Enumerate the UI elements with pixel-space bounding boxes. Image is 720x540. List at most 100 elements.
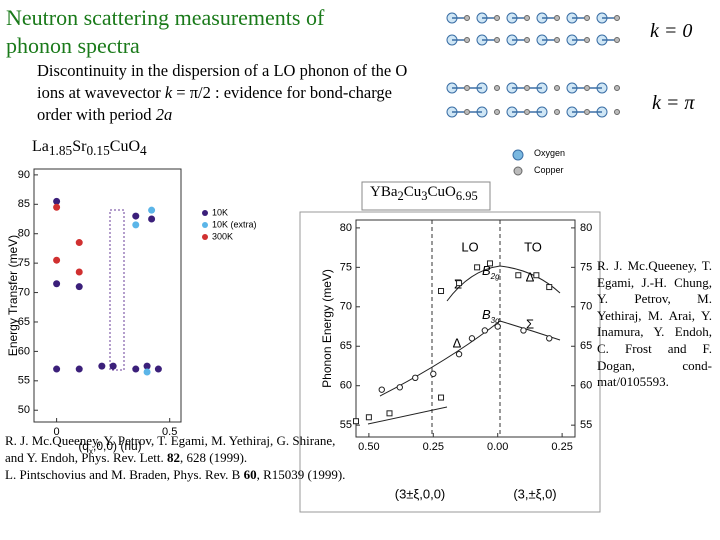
point [143,368,151,376]
subtitle: Discontinuity in the dispersion of a LO … [37,60,422,126]
point [53,256,61,264]
x-tick-label: 0.25 [551,441,572,453]
text: , 628 (1999). [180,450,248,465]
legend-label: 10K [212,207,228,217]
x-axis-label: (qx,0,0) (rlu) [78,439,141,455]
y-tick-label: 80 [580,222,592,234]
point [75,283,83,291]
point [378,386,385,393]
reference: R. J. Mc.Queeney, T. Egami, J.-H. Chung,… [597,258,712,390]
y-tick-label: 65 [580,340,592,352]
y-tick-label: 80 [18,228,30,240]
point [109,362,117,370]
y-tick-label: 55 [18,375,30,387]
right-chart-frame [299,211,601,513]
y-tick-label: 50 [18,404,30,416]
text: 3 [421,189,428,203]
y-tick-label: 60 [18,345,30,357]
point [53,197,61,205]
point [132,221,140,229]
annotation: TO [524,239,542,254]
point [468,335,476,342]
y-tick-label: 90 [18,169,30,181]
legend-swatch [202,234,208,240]
y-tick-label: 70 [18,286,30,298]
text: 82 [167,450,181,465]
fit-curve [379,320,561,397]
plot-frame [33,168,182,423]
text: 2a [155,105,173,124]
point [75,239,83,247]
text: La [32,138,49,155]
text: B [482,263,491,278]
legend-swatch [513,166,523,176]
text: 2g [490,272,500,281]
y-tick-label: 70 [340,301,352,313]
point [481,327,489,334]
legend-label: Oxygen [534,148,566,158]
point [386,410,393,417]
point [148,206,156,214]
ion [494,15,500,21]
point [520,327,527,334]
point [53,280,61,288]
text: 4 [140,143,147,159]
point [53,203,61,211]
point [143,362,151,370]
legend-label: 300K [212,231,233,241]
plot-frame [355,219,576,438]
y-tick-label: 55 [340,419,352,431]
point [438,288,445,295]
y-tick-label: 65 [340,340,352,352]
text: x [89,447,93,456]
fit-curve [367,406,448,425]
text: YBa [370,184,398,200]
point [396,384,403,391]
x-tick-label: 0.25 [423,441,444,453]
ref-line: R. J. Mc.Queeney, Y. Petrov, T. Egami, M… [5,432,350,466]
legend-swatch [512,149,524,161]
ion [614,109,620,115]
text: L. Pintschovius and M. Braden, Phys. Rev… [5,467,244,482]
point [53,365,61,373]
point [132,365,140,373]
y-tick-label: 65 [18,316,30,328]
point [438,394,445,401]
text: CuO [109,138,140,155]
text: , R15039 (1999). [256,467,346,482]
ion [584,15,590,21]
ion [524,37,530,43]
y-tick-label: 70 [580,301,592,313]
annotation: Σ [526,316,534,331]
ref-line: L. Pintschovius and M. Braden, Phys. Rev… [5,466,350,483]
text: Discontinuity in the dispersion of a LO … [37,61,408,102]
ion [584,109,590,115]
annotation: Δ [453,335,462,350]
x-axis-label: (3±ξ,0,0) [395,486,446,501]
text: CuO [427,184,456,200]
point [365,414,372,421]
ion [494,85,500,91]
annotation: LO [461,239,478,254]
text: B [482,307,491,322]
x-axis-label: (3,±ξ,0) [513,486,556,501]
ion [584,85,590,91]
ion [554,85,560,91]
annotation: B3g [482,307,500,324]
ion [554,37,560,43]
point [486,260,493,267]
y-tick-label: 55 [580,419,592,431]
title-line: Neutron scattering measurements of [6,5,325,30]
y-tick-label: 80 [340,222,352,234]
point [533,272,540,279]
y-axis-label: Phonon Energy (meV) [320,269,334,388]
x-tick-label: 0.50 [358,441,379,453]
point [456,280,463,287]
point [154,365,162,373]
point [353,418,359,425]
formula: La1.85Sr0.15CuO4 [32,138,147,159]
ion [524,109,530,115]
legend-swatch [202,210,208,216]
x-tick-label: 0.00 [487,441,508,453]
